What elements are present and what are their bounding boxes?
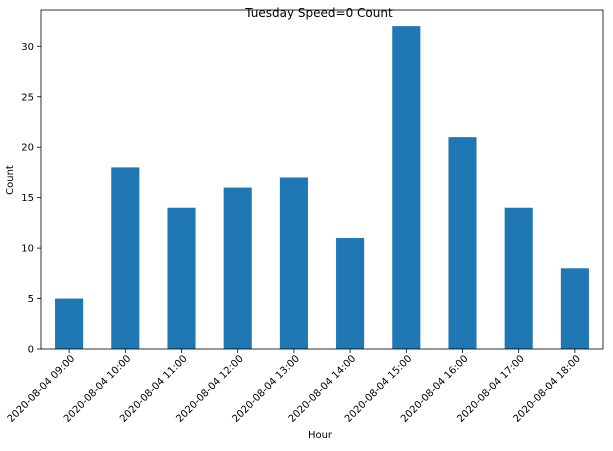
bar <box>504 207 533 349</box>
x-axis-label: Hour <box>308 430 333 441</box>
bar <box>55 298 84 349</box>
y-tick-label: 15 <box>21 193 34 204</box>
y-tick-label: 20 <box>21 143 34 154</box>
bar <box>448 137 477 350</box>
bar <box>111 167 140 349</box>
y-tick-label: 5 <box>28 294 34 305</box>
y-tick-label: 30 <box>21 42 34 53</box>
bar <box>279 177 308 349</box>
bar <box>336 238 365 349</box>
chart-title: Tuesday Speed=0 Count <box>244 6 393 20</box>
y-tick-label: 0 <box>28 345 34 356</box>
bars-group <box>55 26 589 350</box>
bar <box>167 207 196 349</box>
y-tick-label: 10 <box>21 244 34 255</box>
bar <box>392 26 421 349</box>
y-axis: 0 5 10 15 20 25 30 <box>21 42 41 356</box>
plot-frame <box>40 9 604 350</box>
bar <box>223 187 252 349</box>
bar <box>560 268 589 349</box>
y-tick-label: 25 <box>21 92 34 103</box>
y-axis-label: Count <box>5 165 16 195</box>
